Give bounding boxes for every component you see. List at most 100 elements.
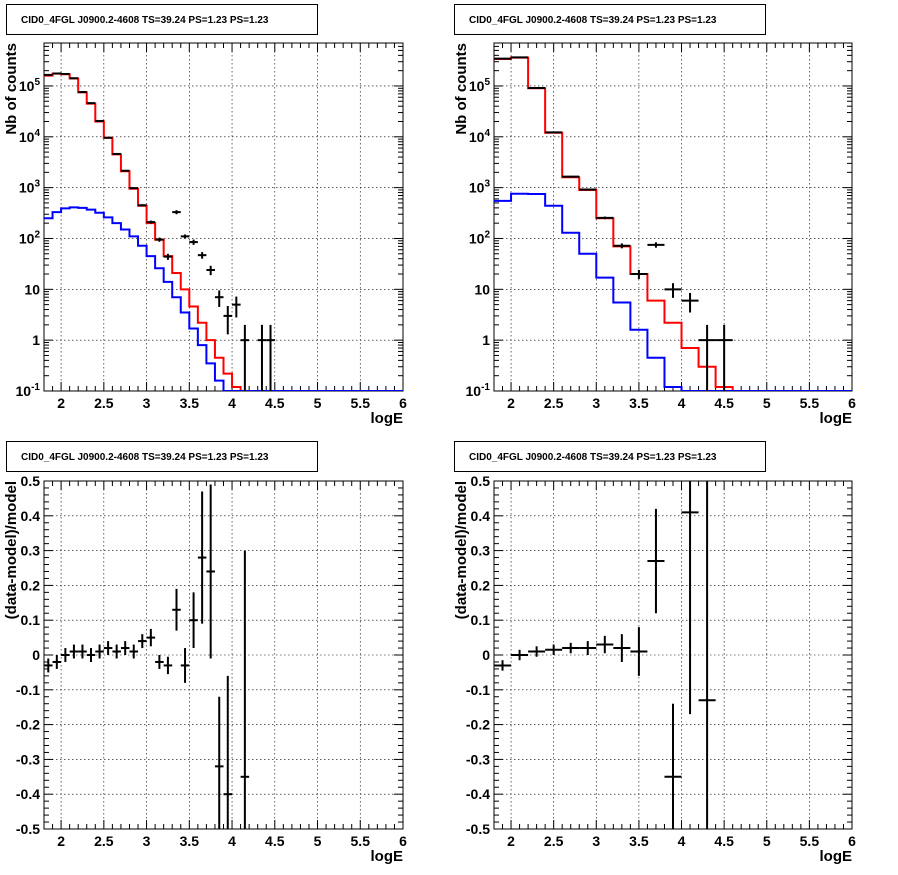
y-tick-label: 10-1 [16, 382, 41, 399]
y-tick-label: 104 [19, 128, 41, 145]
x-tick-label: 4.5 [714, 833, 734, 849]
data-point [61, 648, 70, 662]
y-tick-label: 105 [469, 77, 491, 94]
data-point [232, 296, 241, 318]
y-tick-label: 102 [19, 229, 41, 246]
x-tick-label: 3.5 [180, 833, 200, 849]
y-tick-label: 0.3 [471, 543, 491, 559]
x-tick-label: 3.5 [629, 833, 649, 849]
data-point [146, 220, 156, 224]
y-tick-label: 0.5 [471, 473, 491, 489]
x-axis-label: logE [371, 848, 404, 865]
data-point [240, 550, 250, 829]
y-tick-label: -0.4 [466, 786, 490, 802]
data-point [257, 324, 267, 391]
y-tick-label: -0.1 [466, 682, 490, 698]
x-tick-label: 5 [314, 395, 322, 411]
data-point [223, 305, 233, 335]
data-point [214, 696, 224, 829]
y-tick-label: 1 [32, 332, 40, 348]
data-point [155, 655, 164, 669]
data-point [120, 641, 130, 655]
data-point [528, 646, 546, 657]
x-tick-label: 2 [507, 395, 515, 411]
data-point [647, 242, 665, 248]
x-tick-label: 4 [228, 395, 236, 411]
data-point [223, 675, 233, 829]
x-tick-label: 3 [592, 395, 600, 411]
grid-lines [44, 481, 403, 829]
data-point [180, 648, 190, 683]
y-tick-label: 0.2 [21, 577, 41, 593]
data-point [664, 283, 682, 298]
x-tick-label: 4 [678, 833, 686, 849]
x-tick-label: 2.5 [94, 833, 114, 849]
data-point [69, 644, 79, 659]
panel-title: CID0_4FGL J0900.2-4608 TS=39.24 PS=1.23 … [6, 441, 318, 472]
y-tick-label: 105 [19, 77, 41, 94]
data-point [138, 634, 147, 649]
plot-area [494, 481, 716, 829]
panel-title: CID0_4FGL J0900.2-4608 TS=39.24 PS=1.23 … [454, 4, 766, 35]
data-point [562, 175, 580, 178]
y-tick-label: 0.1 [21, 612, 41, 628]
axis-ticks [493, 42, 853, 392]
x-tick-label: 6 [399, 395, 407, 411]
data-point [86, 648, 96, 662]
data-point [664, 703, 682, 829]
data-point [206, 484, 215, 659]
y-tick-label: -0.1 [16, 682, 40, 698]
x-tick-label: 2.5 [544, 833, 564, 849]
data-point [120, 169, 130, 172]
y-tick-label: 103 [469, 179, 491, 196]
x-tick-label: 2.5 [544, 395, 564, 411]
data-point [698, 481, 716, 829]
y-tick-label: -0.3 [466, 751, 490, 767]
data-point [715, 324, 733, 391]
data-point [681, 481, 699, 715]
y-tick-label: -0.3 [16, 751, 40, 767]
grid-lines [494, 43, 852, 391]
panel-2: 2 2.5 3 3.5 4 4.5 5 5.5 6 10-1 1 10 102 103 104 105 logE… [453, 42, 856, 427]
data-point [494, 660, 512, 671]
y-axis-label: (data-model)/model [453, 481, 470, 619]
y-tick-label: -0.5 [16, 821, 40, 837]
data-point [579, 641, 597, 655]
data-point [78, 644, 87, 659]
x-tick-label: 5.5 [351, 395, 371, 411]
data-point [545, 644, 563, 655]
data-point [172, 210, 181, 215]
x-tick-label: 3.5 [180, 395, 200, 411]
x-tick-label: 2 [57, 833, 65, 849]
y-tick-label: 0.3 [21, 543, 41, 559]
x-axis-label: logE [371, 410, 404, 427]
x-tick-label: 4 [228, 833, 236, 849]
x-tick-label: 4.5 [714, 395, 734, 411]
data-point [613, 243, 631, 249]
y-tick-label: -0.2 [16, 717, 40, 733]
panel-4: 2 2.5 3 3.5 4 4.5 5 5.5 6 -0.5 -0.4 -0.3 -0.2 -0.1 0 0.… [453, 473, 856, 865]
x-tick-label: 3.5 [629, 395, 649, 411]
y-tick-label: 0 [482, 647, 490, 663]
y-tick-label: -0.4 [16, 786, 40, 802]
y-tick-label: 10-1 [466, 382, 491, 399]
data-point [95, 644, 104, 659]
data-point [630, 627, 648, 676]
data-point [266, 324, 275, 391]
data-point [545, 131, 563, 134]
data-point [52, 655, 62, 669]
data-point [214, 290, 224, 307]
y-axis-label: (data-model)/model [3, 481, 20, 619]
data-point [129, 644, 139, 659]
x-tick-label: 5.5 [800, 395, 820, 411]
x-tick-label: 2 [57, 395, 65, 411]
plot-frame [43, 42, 404, 392]
y-axis-label: Nb of counts [3, 43, 20, 135]
panel-3: 2 2.5 3 3.5 4 4.5 5 5.5 6 -0.5 -0.4 -0.3 -0.2 -0.1 0 0.… [3, 473, 407, 865]
data-point [681, 292, 699, 313]
data-point [155, 237, 164, 242]
data-point [579, 188, 597, 191]
plot-area [44, 72, 403, 391]
plot-frame [493, 42, 853, 392]
